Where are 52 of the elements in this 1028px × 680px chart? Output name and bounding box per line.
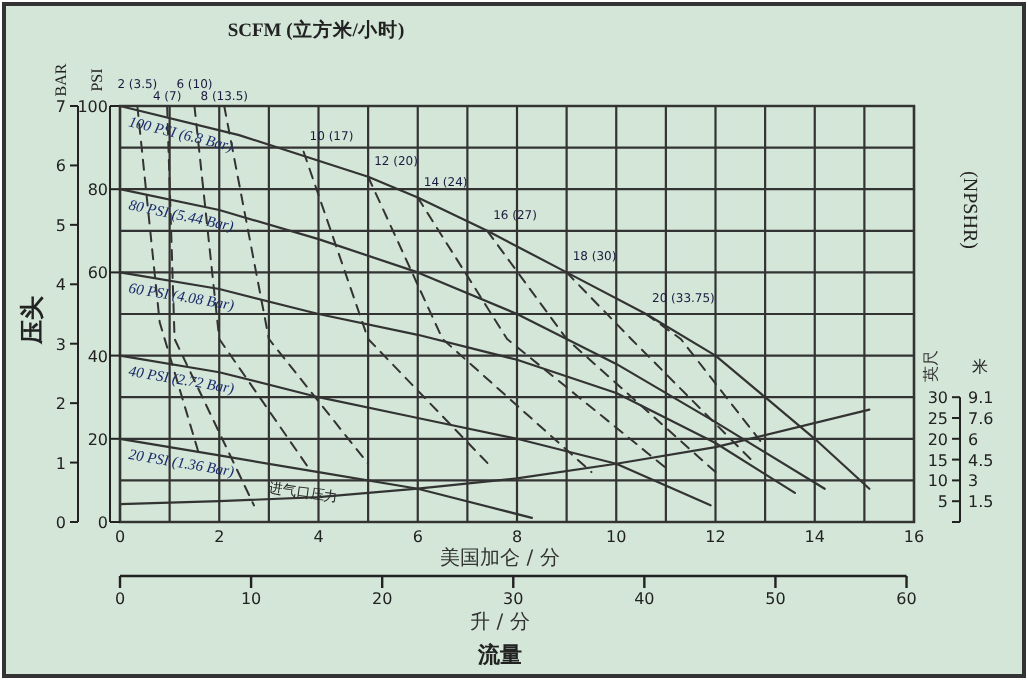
text: (NPSHR) bbox=[958, 171, 980, 249]
text: 7.6 bbox=[968, 410, 994, 428]
text: 3 bbox=[968, 472, 979, 491]
x-tick-label: 0 bbox=[114, 528, 126, 546]
y3-tick-label: 25 bbox=[927, 410, 948, 428]
text: 4.5 bbox=[968, 451, 994, 470]
text: 米 bbox=[972, 358, 988, 376]
y3-tick-label: 30 bbox=[927, 389, 948, 408]
text: 1.5 bbox=[968, 493, 994, 512]
y2-tick-label: 0 bbox=[55, 514, 66, 532]
x2-tick-label: 40 bbox=[634, 590, 655, 608]
x-tick-label: 10 bbox=[606, 528, 627, 546]
y2-tick-label: 5 bbox=[55, 216, 66, 235]
x-tick-label: 6 bbox=[412, 528, 423, 546]
y2-tick-label: 7 bbox=[55, 98, 66, 116]
y-axis-title: PSI bbox=[88, 67, 106, 92]
y-tick-label: 100 bbox=[77, 98, 108, 116]
text: 9.1 bbox=[968, 389, 994, 408]
y2-tick-label: 4 bbox=[55, 276, 66, 295]
x-tick-label: 8 bbox=[511, 528, 523, 546]
x2-tick-label: 20 bbox=[371, 590, 393, 608]
y2-tick-label: 6 bbox=[55, 157, 66, 176]
x-tick-label: 4 bbox=[313, 528, 324, 546]
x-tick-label: 14 bbox=[804, 528, 825, 546]
y2-axis-title: BAR bbox=[52, 62, 70, 97]
text: 压头 bbox=[18, 296, 46, 346]
y-tick-label: 40 bbox=[87, 347, 108, 366]
x2-tick-label: 0 bbox=[114, 590, 126, 608]
y3-tick-label: 5 bbox=[937, 493, 948, 512]
x2-tick-label: 10 bbox=[240, 590, 262, 608]
y3-tick-label: 20 bbox=[927, 430, 948, 449]
x-tick-label: 2 bbox=[214, 528, 225, 546]
y3-tick-label: 15 bbox=[927, 451, 948, 470]
x-tick-label: 12 bbox=[705, 528, 726, 546]
y-tick-label: 20 bbox=[87, 430, 108, 449]
y-tick-label: 0 bbox=[97, 514, 108, 532]
text: 流量 bbox=[476, 642, 522, 668]
y-tick-label: 60 bbox=[87, 264, 108, 283]
chart-title: SCFM (立方米/小时) bbox=[227, 18, 405, 42]
x2-tick-label: 50 bbox=[765, 590, 786, 608]
y3-tick-label: 10 bbox=[927, 472, 948, 491]
y-tick-label: 80 bbox=[87, 181, 108, 200]
y2-tick-label: 3 bbox=[55, 335, 66, 354]
x-tick-label: 16 bbox=[903, 528, 925, 546]
x2-axis-title: 升 / 分 bbox=[470, 610, 530, 634]
x-axis-title: 美国加仑 / 分 bbox=[440, 546, 560, 570]
y3-axis-title: 英尺 bbox=[922, 350, 940, 382]
text: 6 bbox=[968, 430, 979, 449]
y2-tick-label: 1 bbox=[55, 454, 66, 473]
y2-tick-label: 2 bbox=[55, 395, 66, 414]
x2-tick-label: 30 bbox=[503, 590, 524, 608]
x2-tick-label: 60 bbox=[896, 590, 917, 608]
